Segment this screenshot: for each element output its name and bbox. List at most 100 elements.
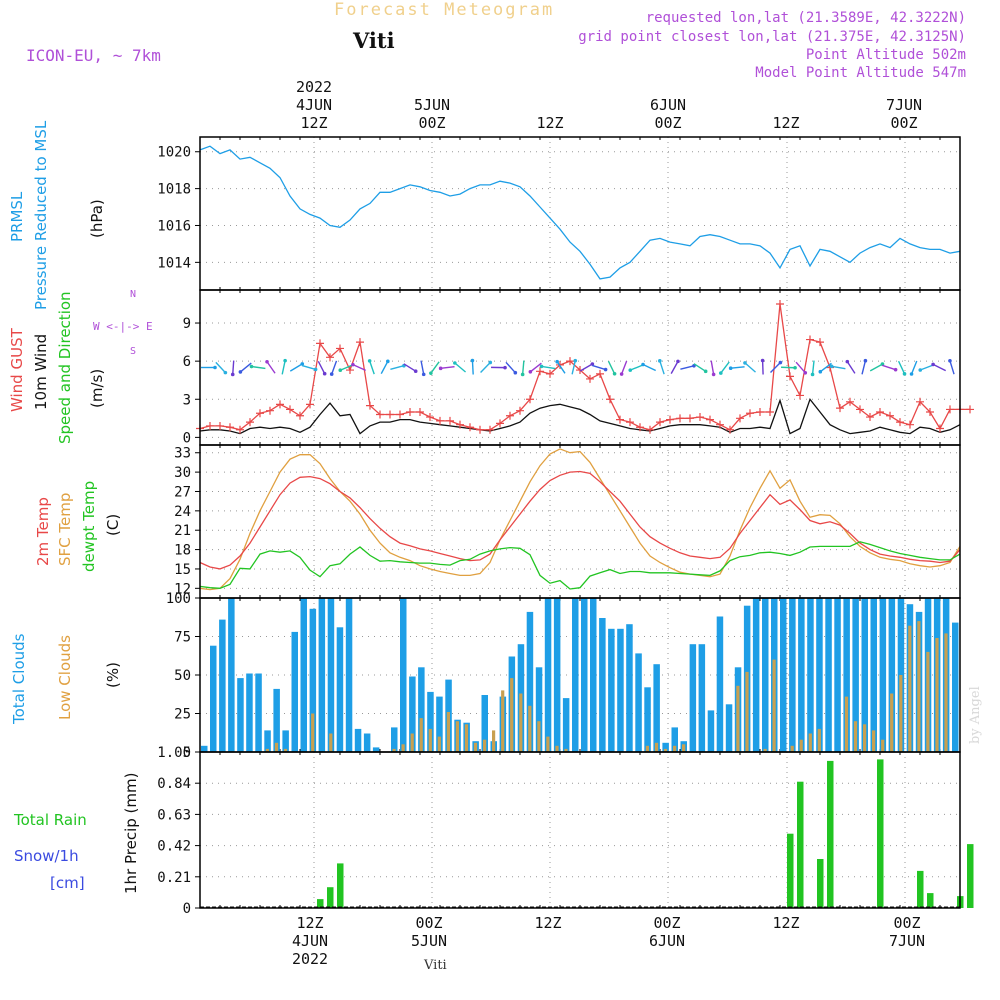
y-tick-label: 21 xyxy=(174,523,191,539)
top-time-year: 2022 xyxy=(295,78,333,96)
temp-2m-line xyxy=(199,470,961,570)
total-cloud-bar xyxy=(246,673,253,752)
footer-location: Viti xyxy=(424,958,447,973)
wind-arrow-head xyxy=(503,365,507,370)
wind-arrow-head xyxy=(238,370,243,374)
y-tick-label: 0.63 xyxy=(157,807,191,823)
low-cloud-bar xyxy=(428,728,432,752)
low-cloud-bar xyxy=(564,748,568,752)
gust-marker xyxy=(876,407,884,416)
wind-direction-arrow xyxy=(390,365,405,370)
gust-marker xyxy=(896,418,904,427)
low-cloud-bar xyxy=(311,713,315,752)
low-cloud-bar xyxy=(283,748,288,752)
rain-bar xyxy=(317,899,324,908)
total-cloud-bar xyxy=(318,598,326,752)
gust-marker xyxy=(806,335,814,344)
rain-bar xyxy=(787,833,794,908)
low-cloud-bar xyxy=(944,633,948,752)
wind-direction-arrow xyxy=(440,365,455,370)
low-cloud-bar xyxy=(401,744,405,752)
low-cloud-bar xyxy=(528,705,532,752)
gust-marker xyxy=(266,406,274,415)
wind-arrow-head xyxy=(641,362,645,367)
total-cloud-bar xyxy=(345,598,353,752)
gust-marker xyxy=(286,405,294,414)
wind-arrow-head xyxy=(573,358,578,363)
gust-marker xyxy=(906,420,914,429)
bottom-time-hour: 12Z xyxy=(296,914,324,932)
wind-direction-arrow xyxy=(420,360,425,375)
wind-arrow-head xyxy=(313,367,318,372)
wind-direction-arrow xyxy=(521,360,525,375)
y-tick-label: 33 xyxy=(174,446,191,462)
y-tick-label: 3 xyxy=(183,392,191,408)
low-cloud-bar xyxy=(464,724,469,752)
low-cloud-bar xyxy=(736,685,740,752)
wind-arrow-head xyxy=(893,367,898,372)
low-cloud-bar xyxy=(392,748,396,752)
low-cloud-bar xyxy=(853,721,858,752)
wind-direction-arrow xyxy=(541,365,556,370)
bottom-time-label-5: 12Z xyxy=(756,914,816,932)
low-cloud-bar xyxy=(510,678,514,752)
gust-marker xyxy=(396,410,404,419)
wind-direction-arrow xyxy=(454,362,467,373)
dewpt-line xyxy=(199,541,961,590)
y-tick-label: 18 xyxy=(174,543,191,559)
wind-direction-arrow xyxy=(642,363,656,372)
bottom-time-day: 4JUN xyxy=(291,932,329,950)
total-cloud-bar xyxy=(861,598,868,752)
low-cloud-bar xyxy=(682,744,686,752)
grid-point-coordinates: grid point closest lon,lat (21.375E, 42.… xyxy=(578,29,966,45)
wind-direction-arrow xyxy=(579,363,593,372)
low-cloud-bar xyxy=(808,733,812,752)
top-time-hour: 12Z xyxy=(772,114,800,132)
y-tick-label: 0.84 xyxy=(157,776,191,792)
y-tick-label: 1.05 xyxy=(157,745,191,761)
gust-marker xyxy=(446,416,454,425)
total-cloud-bar xyxy=(282,730,289,752)
gust-marker xyxy=(226,423,234,432)
wind-arrow-head xyxy=(918,368,923,372)
y-tick-label: 24 xyxy=(174,504,191,520)
wind-arrow-head xyxy=(803,370,808,375)
wind-arrow-head xyxy=(329,372,334,376)
total-cloud-bar xyxy=(418,667,425,752)
y-tick-label: 9 xyxy=(183,316,191,332)
wind-direction-arrow xyxy=(529,362,542,373)
total-cloud-bar xyxy=(544,598,552,752)
gust-marker xyxy=(706,415,714,424)
total-cloud-bar xyxy=(572,598,579,752)
top-time-hour: 00Z xyxy=(654,114,682,132)
wind-direction-arrow xyxy=(770,362,781,373)
wind-arrow-head xyxy=(728,366,733,371)
low-cloud-bar xyxy=(519,693,523,752)
total-cloud-bar xyxy=(553,598,561,752)
wind-direction-arrow xyxy=(430,361,440,374)
low-cloud-bar xyxy=(673,745,677,752)
wind-direction-arrow xyxy=(910,360,918,375)
total-cloud-bar xyxy=(879,598,887,752)
low-cloud-bar xyxy=(899,675,903,752)
rain-bar xyxy=(797,781,804,908)
gust-marker xyxy=(546,369,554,378)
wind-direction-arrow xyxy=(380,360,389,375)
total-rain-legend: Total Rain xyxy=(14,811,87,829)
wind-direction-arrow xyxy=(659,360,665,375)
gust-marker xyxy=(296,411,304,420)
wind-direction-arrow xyxy=(795,361,806,374)
low-cloud-bar xyxy=(329,733,333,752)
compass-west-east: W <-|-> E xyxy=(93,320,153,333)
low-cloud-bar xyxy=(790,745,794,752)
y-tick-label: 1014 xyxy=(157,255,191,271)
location-name: Viti xyxy=(353,28,395,53)
gust-marker xyxy=(496,419,504,428)
gust-marker xyxy=(466,423,474,432)
wind-speed-line xyxy=(199,397,961,435)
wind-arrow-head xyxy=(845,359,850,364)
wind-direction-arrow xyxy=(607,360,616,375)
gust-marker xyxy=(216,421,224,430)
wind-arrow-head xyxy=(539,364,544,369)
wind-arrow-head xyxy=(931,362,935,367)
